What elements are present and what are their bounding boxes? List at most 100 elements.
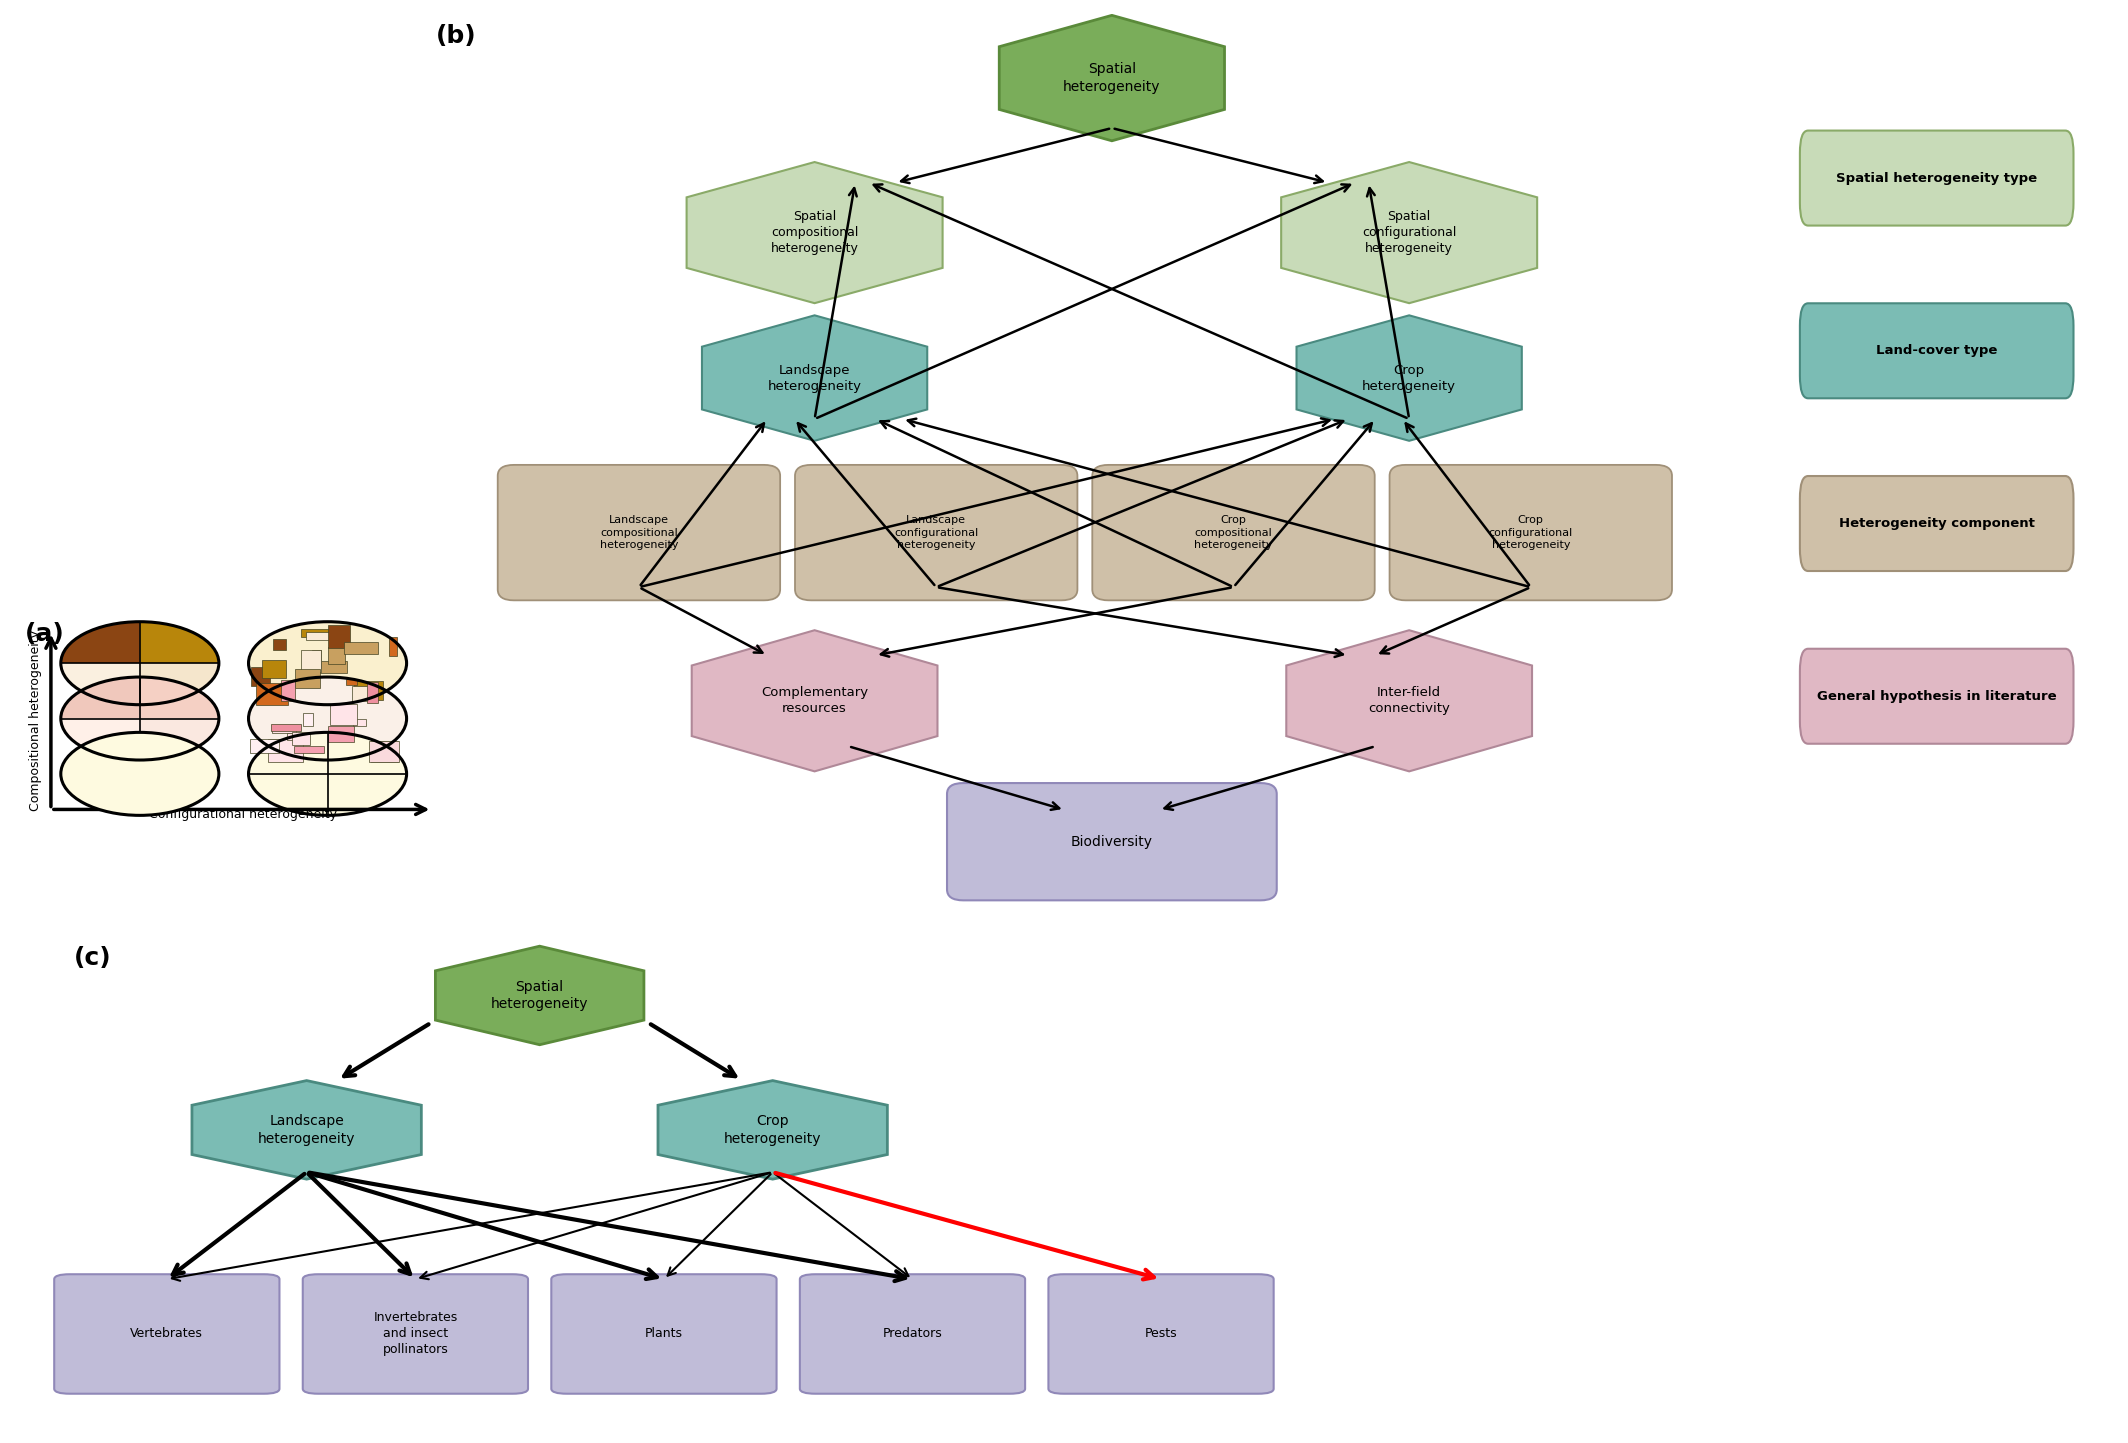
Text: Configurational heterogeneity: Configurational heterogeneity: [149, 808, 336, 821]
FancyBboxPatch shape: [255, 683, 287, 704]
FancyBboxPatch shape: [270, 724, 300, 732]
Polygon shape: [436, 947, 645, 1045]
FancyBboxPatch shape: [292, 733, 311, 745]
FancyBboxPatch shape: [272, 639, 285, 649]
Polygon shape: [1281, 162, 1536, 303]
FancyBboxPatch shape: [272, 740, 302, 747]
Text: Landscape
compositional
heterogeneity: Landscape compositional heterogeneity: [600, 515, 679, 550]
Text: Crop
heterogeneity: Crop heterogeneity: [724, 1114, 821, 1146]
Polygon shape: [62, 664, 140, 704]
Text: Biodiversity: Biodiversity: [1070, 834, 1153, 848]
Text: Pests: Pests: [1145, 1328, 1177, 1341]
Text: (b): (b): [436, 23, 477, 48]
FancyBboxPatch shape: [294, 670, 319, 688]
FancyBboxPatch shape: [551, 1274, 777, 1394]
Polygon shape: [702, 316, 928, 440]
Text: Landscape
heterogeneity: Landscape heterogeneity: [768, 364, 862, 392]
Text: Landscape
configurational
heterogeneity: Landscape configurational heterogeneity: [894, 515, 979, 550]
Polygon shape: [328, 773, 406, 815]
FancyBboxPatch shape: [353, 681, 383, 700]
FancyBboxPatch shape: [1800, 303, 2073, 398]
FancyBboxPatch shape: [53, 1274, 279, 1394]
FancyBboxPatch shape: [302, 665, 313, 675]
Text: Compositional heterogeneity: Compositional heterogeneity: [28, 631, 43, 811]
Text: Spatial heterogeneity type: Spatial heterogeneity type: [1836, 172, 2036, 185]
FancyBboxPatch shape: [315, 661, 347, 672]
Text: Spatial
heterogeneity: Spatial heterogeneity: [492, 980, 589, 1012]
Polygon shape: [62, 622, 140, 664]
Ellipse shape: [62, 733, 219, 815]
Polygon shape: [1285, 631, 1532, 772]
FancyBboxPatch shape: [251, 667, 270, 685]
FancyBboxPatch shape: [1390, 465, 1673, 600]
FancyBboxPatch shape: [313, 651, 321, 668]
Polygon shape: [1296, 316, 1522, 440]
Text: Plants: Plants: [645, 1328, 683, 1341]
FancyBboxPatch shape: [281, 680, 296, 701]
FancyBboxPatch shape: [368, 683, 377, 703]
FancyBboxPatch shape: [302, 1274, 528, 1394]
FancyBboxPatch shape: [249, 739, 279, 753]
Polygon shape: [658, 1081, 887, 1179]
FancyBboxPatch shape: [328, 625, 351, 648]
FancyBboxPatch shape: [947, 784, 1277, 900]
Polygon shape: [140, 664, 219, 704]
Text: Land-cover type: Land-cover type: [1877, 345, 1998, 358]
Polygon shape: [687, 162, 943, 303]
FancyBboxPatch shape: [294, 746, 323, 753]
Text: Complementary
resources: Complementary resources: [762, 687, 868, 716]
FancyBboxPatch shape: [262, 659, 287, 678]
Polygon shape: [328, 733, 406, 773]
Polygon shape: [62, 677, 140, 719]
FancyBboxPatch shape: [1800, 649, 2073, 743]
Polygon shape: [140, 622, 219, 664]
Polygon shape: [192, 1081, 421, 1179]
FancyBboxPatch shape: [1049, 1274, 1275, 1394]
FancyBboxPatch shape: [389, 638, 398, 657]
FancyBboxPatch shape: [345, 642, 379, 654]
FancyBboxPatch shape: [328, 726, 353, 742]
FancyBboxPatch shape: [370, 740, 400, 762]
Polygon shape: [140, 719, 219, 760]
Polygon shape: [140, 677, 219, 719]
FancyBboxPatch shape: [328, 648, 345, 664]
FancyBboxPatch shape: [498, 465, 781, 600]
FancyBboxPatch shape: [353, 685, 375, 701]
Text: Predators: Predators: [883, 1328, 943, 1341]
FancyBboxPatch shape: [302, 713, 313, 726]
FancyBboxPatch shape: [330, 704, 358, 724]
Polygon shape: [249, 773, 328, 815]
Text: Spatial
compositional
heterogeneity: Spatial compositional heterogeneity: [770, 211, 858, 255]
Text: Spatial
heterogeneity: Spatial heterogeneity: [1064, 62, 1160, 94]
FancyBboxPatch shape: [300, 629, 334, 636]
Ellipse shape: [249, 677, 406, 760]
Text: Crop
compositional
heterogeneity: Crop compositional heterogeneity: [1194, 515, 1273, 550]
Ellipse shape: [249, 622, 406, 704]
FancyBboxPatch shape: [353, 719, 366, 726]
FancyBboxPatch shape: [347, 680, 358, 685]
Text: Landscape
heterogeneity: Landscape heterogeneity: [257, 1114, 355, 1146]
Text: Crop
configurational
heterogeneity: Crop configurational heterogeneity: [1490, 515, 1573, 550]
FancyBboxPatch shape: [306, 632, 336, 639]
Polygon shape: [692, 631, 938, 772]
Text: Heterogeneity component: Heterogeneity component: [1839, 517, 2034, 530]
Text: Crop
heterogeneity: Crop heterogeneity: [1362, 364, 1456, 392]
Text: Spatial
configurational
heterogeneity: Spatial configurational heterogeneity: [1362, 211, 1456, 255]
Polygon shape: [249, 733, 328, 773]
FancyBboxPatch shape: [287, 733, 309, 740]
FancyBboxPatch shape: [1800, 130, 2073, 225]
Polygon shape: [62, 719, 140, 760]
Text: (c): (c): [74, 945, 111, 970]
Text: General hypothesis in literature: General hypothesis in literature: [1817, 690, 2056, 703]
Text: Invertebrates
and insect
pollinators: Invertebrates and insect pollinators: [372, 1312, 458, 1356]
FancyBboxPatch shape: [796, 465, 1077, 600]
FancyBboxPatch shape: [1092, 465, 1375, 600]
FancyBboxPatch shape: [268, 739, 302, 762]
FancyBboxPatch shape: [370, 742, 398, 762]
FancyBboxPatch shape: [272, 726, 296, 733]
FancyBboxPatch shape: [1800, 476, 2073, 571]
Polygon shape: [1000, 16, 1224, 141]
Text: Inter-field
connectivity: Inter-field connectivity: [1368, 687, 1449, 716]
FancyBboxPatch shape: [300, 649, 321, 671]
Text: Vertebrates: Vertebrates: [130, 1328, 204, 1341]
